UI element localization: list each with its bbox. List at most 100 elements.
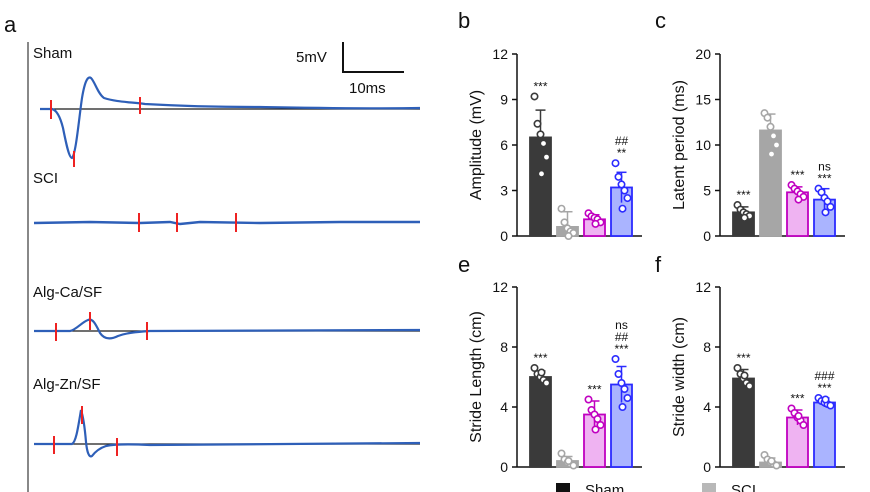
y-tick-label: 12 <box>695 279 711 295</box>
data-point <box>591 425 600 434</box>
trace-sham <box>40 76 421 160</box>
data-point <box>593 414 602 423</box>
data-point <box>763 113 772 122</box>
data-point <box>772 141 781 150</box>
data-point <box>537 169 546 178</box>
bar <box>813 401 836 468</box>
data-point <box>614 172 623 181</box>
data-point <box>794 195 803 204</box>
trace-label-alg-zn: Alg-Zn/SF <box>33 376 101 393</box>
data-point <box>618 402 627 411</box>
y-axis-label: Stride Length (cm) <box>468 311 485 443</box>
data-point <box>584 395 593 404</box>
data-point <box>767 456 776 465</box>
bar <box>529 376 552 468</box>
y-tick-label: 5 <box>703 183 711 199</box>
data-point <box>740 371 749 380</box>
data-point <box>821 208 830 217</box>
legend: Sham SCI <box>556 482 756 492</box>
data-point <box>772 461 781 470</box>
y-tick-label: 0 <box>703 459 711 475</box>
data-point <box>766 122 775 131</box>
trace-alg-zn <box>34 409 421 458</box>
legend-swatch-scl <box>702 483 716 492</box>
y-tick-label: 12 <box>492 279 508 295</box>
panel-a: a Sham SCI Alg-Ca/SF Alg-Zn/SF 5mV 10ms <box>4 12 421 492</box>
legend-swatch-sham <box>556 483 570 492</box>
data-point <box>620 384 629 393</box>
data-point <box>620 186 629 195</box>
trace-label-alg-ca: Alg-Ca/SF <box>33 284 102 301</box>
significance-label: *** <box>817 172 831 186</box>
data-point <box>611 354 620 363</box>
scale-bar <box>342 42 404 73</box>
data-point <box>745 381 754 390</box>
data-point <box>533 119 542 128</box>
panel-letter-f: f <box>655 252 662 277</box>
y-tick-label: 3 <box>500 183 508 199</box>
data-point <box>536 130 545 139</box>
y-tick-label: 0 <box>500 459 508 475</box>
y-axis-label: Latent period (ms) <box>671 80 688 210</box>
data-point <box>564 232 573 241</box>
bar <box>732 377 755 468</box>
y-axis-label: Stride width (cm) <box>671 317 688 437</box>
y-tick-label: 8 <box>500 339 508 355</box>
trace-alg-ca <box>34 318 421 340</box>
data-point <box>569 461 578 470</box>
significance-label: ## <box>615 330 629 344</box>
data-point <box>542 153 551 162</box>
data-point <box>617 180 626 189</box>
y-axis-label: Amplitude (mV) <box>468 90 485 200</box>
data-point <box>591 219 600 228</box>
data-point <box>530 92 539 101</box>
scale-amplitude-label: 5mV <box>296 49 327 66</box>
significance-label: ### <box>814 369 834 383</box>
y-tick-label: 4 <box>500 399 508 415</box>
legend-label-sham: Sham <box>585 482 624 492</box>
y-tick-label: 20 <box>695 46 711 62</box>
significance-label: *** <box>614 342 628 356</box>
data-point <box>596 420 605 429</box>
y-tick-label: 15 <box>695 92 711 108</box>
significance-label: *** <box>587 383 601 397</box>
y-tick-label: 9 <box>500 92 508 108</box>
panel-letter-e: e <box>458 252 470 277</box>
y-tick-label: 0 <box>703 228 711 244</box>
data-point <box>826 202 835 211</box>
data-point <box>733 363 742 372</box>
data-point <box>539 139 548 148</box>
data-point <box>564 456 573 465</box>
data-point <box>767 150 776 159</box>
legend-label-scl: SCI <box>731 482 756 492</box>
data-point <box>794 411 803 420</box>
y-tick-label: 10 <box>695 137 711 153</box>
data-point <box>617 378 626 387</box>
data-point <box>530 363 539 372</box>
scale-time-label: 10ms <box>349 80 386 97</box>
panel-letter-c: c <box>655 8 666 33</box>
significance-label: ns <box>615 318 628 332</box>
trace-label-sham: Sham <box>33 45 72 62</box>
significance-label: ns <box>818 160 831 174</box>
y-tick-label: 6 <box>500 137 508 153</box>
significance-label: ** <box>617 146 627 160</box>
data-point <box>740 213 749 222</box>
trace-scl <box>33 220 420 226</box>
data-point <box>799 420 808 429</box>
data-point <box>557 204 566 213</box>
panel-letter-a: a <box>4 12 17 37</box>
y-tick-label: 0 <box>500 228 508 244</box>
data-point <box>560 218 569 227</box>
data-point <box>623 393 632 402</box>
significance-label: *** <box>736 188 750 202</box>
significance-label: *** <box>790 392 804 406</box>
significance-label: ## <box>615 134 629 148</box>
data-point <box>769 131 778 140</box>
data-point <box>623 194 632 203</box>
significance-label: *** <box>790 168 804 182</box>
